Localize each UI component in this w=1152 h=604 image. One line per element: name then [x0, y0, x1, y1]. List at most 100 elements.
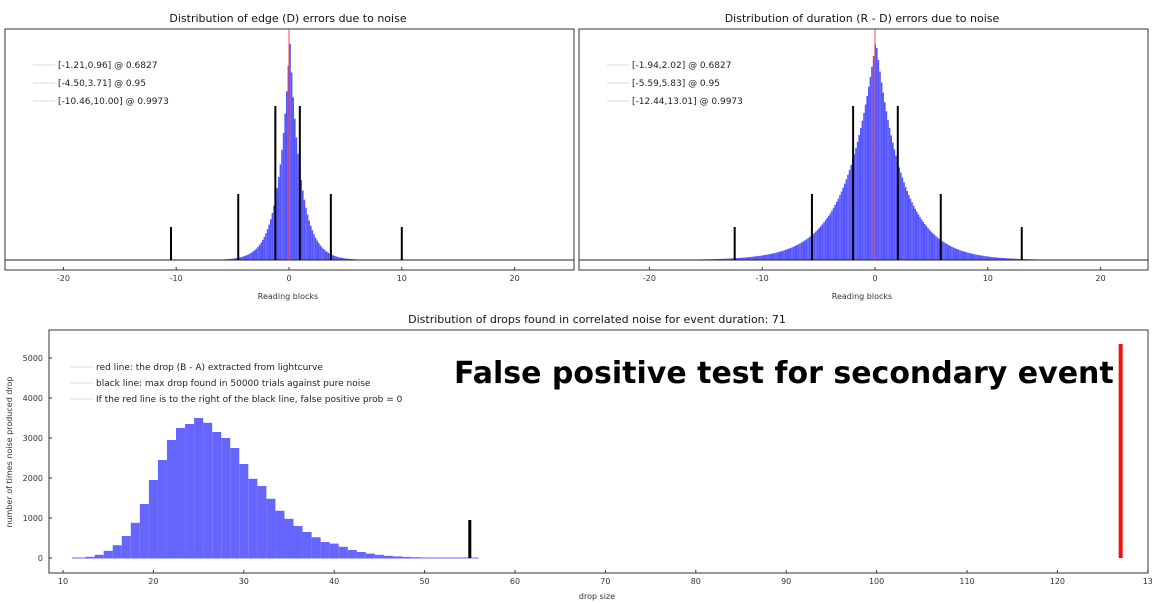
panel2-hist-bar — [901, 177, 904, 260]
panel2-hist-bar — [948, 245, 950, 260]
panel1-hist-bar — [230, 258, 232, 260]
panel2-hist-bar — [999, 257, 1001, 260]
panel1-hist-bar — [348, 258, 350, 260]
panel2-hist-bar — [746, 257, 748, 260]
panel1-hist-bar — [262, 239, 264, 260]
panel2-hist-bar — [720, 258, 723, 260]
panel2-title: Distribution of duration (R - D) errors … — [725, 12, 1000, 25]
panel2-hist-bar — [898, 167, 900, 260]
panel2-hist-bar — [757, 255, 760, 260]
panel3-title: Distribution of drops found in correlate… — [408, 313, 786, 326]
panel2-hist-bar — [903, 182, 905, 260]
panel2-hist-bar — [1008, 258, 1011, 260]
panel3-hist-bar — [383, 555, 393, 558]
panel2-hist-bar — [919, 217, 921, 260]
panel2-xtick-label: 10 — [983, 274, 993, 283]
panel2-hist-bar — [1015, 258, 1017, 260]
panel2-hist-bar — [807, 238, 809, 260]
panel3-xtick-label: 70 — [600, 577, 610, 586]
panel3-hist-bar — [103, 550, 113, 558]
panel2-hist-bar — [869, 77, 872, 260]
panel3-hist-bar — [157, 460, 167, 558]
panel1-hist-bar — [334, 255, 336, 260]
panel3-hist-bar — [176, 428, 186, 558]
panel3-hist-bar — [302, 532, 312, 558]
panel3-hist-bar — [221, 438, 231, 558]
panel2-hist-bar — [722, 258, 724, 260]
panel2-hist-bar — [778, 251, 780, 260]
panel2-hist-bar — [834, 204, 836, 260]
panel1-hist-bar — [308, 220, 310, 260]
panel1-hist-bar — [276, 188, 278, 260]
panel3-hist-bar — [338, 546, 348, 558]
panel1-hist-bar — [335, 256, 338, 260]
panel3-xtick-label: 90 — [781, 577, 791, 586]
panel3-hist-bar — [230, 448, 240, 558]
panel2-xlabel: Reading blocks — [832, 292, 892, 301]
panel3-hist-bar — [320, 542, 330, 558]
panel2-xtick-label: -20 — [643, 274, 656, 283]
panel1-hist-bar — [233, 258, 235, 260]
panel2-hist-bar — [938, 238, 940, 260]
panel2-hist-bar — [928, 229, 931, 260]
panel1-hist-bar — [302, 190, 304, 260]
panel2-hist-bar — [959, 250, 961, 260]
panel1-hist-bar — [346, 258, 349, 260]
panel3-ytick-label: 0 — [38, 554, 43, 563]
panel2-hist-bar — [848, 169, 851, 260]
panel2-hist-bar — [800, 242, 803, 260]
panel2-hist-bar — [732, 258, 734, 260]
panel2-hist-bar — [962, 251, 964, 260]
panel2-hist-bar — [788, 248, 790, 260]
panel1-hist-bar — [246, 255, 248, 260]
panel1-hist-bar — [268, 224, 270, 260]
panel2-hist-bar — [752, 256, 755, 260]
panel3-xtick-label: 50 — [420, 577, 430, 586]
panel1-hist-bar — [234, 258, 237, 260]
panel1-xtick-label: 20 — [510, 274, 520, 283]
panel1-hist-bar — [242, 256, 245, 260]
panel2-hist-bar — [802, 241, 804, 260]
panel2-hist-bar — [888, 127, 891, 260]
panel2-hist-bar — [943, 242, 945, 260]
panel2-hist-bar — [992, 257, 995, 260]
panel2-hist-bar — [836, 201, 838, 260]
panel2-hist-bar — [983, 255, 985, 260]
panel3-hist-bar — [248, 478, 258, 558]
panel2-hist-bar — [832, 207, 835, 260]
panel1-xtick-label: -20 — [57, 274, 70, 283]
panel2-hist-bar — [840, 191, 843, 260]
panel3-xtick-label: 100 — [869, 577, 884, 586]
panel1-hist-bar — [244, 255, 246, 260]
panel3-ytick-label: 1000 — [23, 514, 43, 523]
panel2-hist-bar — [738, 257, 740, 260]
panel2-hist-bar — [743, 257, 745, 260]
panel2-hist-bar — [815, 231, 817, 260]
panel2-hist-bar — [845, 179, 848, 260]
panel1-hist-bar — [321, 247, 323, 260]
panel1-hist-bar — [292, 97, 294, 260]
panel3-hist-bar — [402, 556, 412, 558]
panel1-legend-entry: [-1.21,0.96] @ 0.6827 — [58, 61, 157, 71]
panel2-hist-bar — [1007, 258, 1009, 260]
panel1-hist-bar — [297, 153, 299, 260]
panel2-hist-bar — [776, 252, 779, 260]
panel2-hist-bar — [989, 256, 992, 260]
panel2-hist-bar — [933, 234, 936, 260]
panel2-hist-bar — [725, 258, 728, 260]
panel2-hist-bar — [1013, 258, 1016, 260]
panel2-hist-bar — [797, 244, 800, 260]
panel2-hist-bar — [823, 222, 825, 260]
panel2-hist-bar — [876, 47, 878, 261]
panel1-hist-bar — [241, 256, 243, 260]
panel2-hist-bar — [853, 153, 856, 260]
panel3-hist-bar — [284, 518, 294, 558]
panel2-hist-bar — [972, 253, 974, 260]
panel2-hist-bar — [980, 255, 982, 260]
panel2-legend-entry: [-1.94,2.02] @ 0.6827 — [632, 61, 731, 71]
panel1-hist-bar — [247, 254, 250, 260]
panel2-hist-bar — [861, 120, 864, 260]
panel2-hist-bar — [924, 224, 926, 260]
panel2-hist-bar — [932, 233, 934, 260]
